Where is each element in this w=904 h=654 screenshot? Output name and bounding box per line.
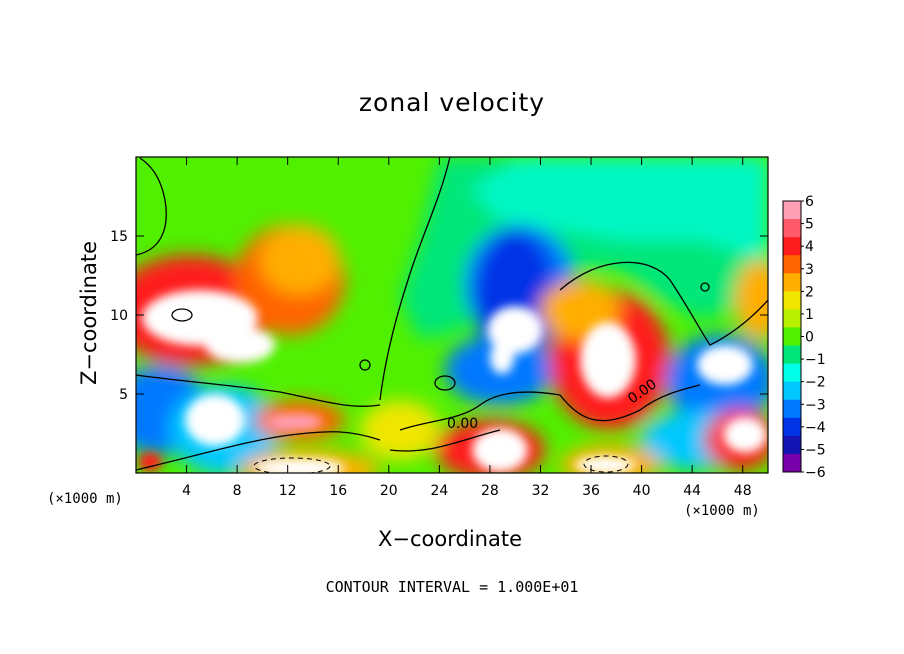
x-tick-group: 4 8 12 16 20 24 28 32 36 40 44 48 — [182, 157, 752, 499]
colorbar-swatch — [783, 255, 801, 274]
colorbar-label: 4 — [805, 239, 814, 255]
colorbar-label: 6 — [805, 194, 814, 210]
colorbar-label: −6 — [805, 465, 826, 481]
colorbar: 6 5 4 3 2 1 0 −1 −2 −3 −4 −5 −6 — [782, 194, 826, 481]
colorbar-label: 1 — [805, 307, 814, 323]
colorbar-swatch — [783, 219, 801, 238]
colorbar-swatch — [783, 309, 801, 328]
colorbar-label: −5 — [805, 442, 826, 458]
colorbar-swatch — [783, 273, 801, 292]
y-tick-label: 5 — [119, 387, 128, 403]
x-tick-label: 20 — [380, 483, 398, 499]
colorbar-swatch — [783, 201, 801, 220]
colorbar-label: 5 — [805, 217, 814, 233]
y-tick-group: 5 10 15 — [110, 229, 768, 403]
colorbar-label: 2 — [805, 284, 814, 300]
contour-label: 0.00 — [447, 416, 478, 432]
colorbar-swatch — [783, 237, 801, 256]
x-tick-label: 32 — [532, 483, 550, 499]
colorbar-swatch — [783, 417, 801, 437]
colorbar-label: 0 — [805, 330, 814, 346]
x-tick-label: 48 — [734, 483, 752, 499]
colorbar-swatch — [783, 345, 801, 365]
colorbar-label: −4 — [805, 420, 826, 436]
colorbar-swatch — [783, 363, 801, 383]
colorbar-swatch — [783, 381, 801, 401]
colorbar-label: −2 — [805, 375, 826, 391]
x-tick-label: 4 — [182, 483, 191, 499]
colorbar-swatch — [783, 291, 801, 310]
colorbar-swatch — [783, 399, 801, 419]
x-unit-label-right: (×1000 m) — [684, 503, 760, 519]
colorbar-label: 3 — [805, 262, 814, 278]
colorbar-label: −3 — [805, 397, 826, 413]
x-axis-label: X−coordinate — [378, 527, 522, 551]
x-tick-label: 8 — [233, 483, 242, 499]
x-tick-label: 40 — [633, 483, 651, 499]
x-tick-label: 16 — [329, 483, 347, 499]
x-tick-label: 12 — [279, 483, 297, 499]
y-tick-label: 15 — [110, 229, 128, 245]
colorbar-label: −1 — [805, 352, 826, 368]
x-tick-label: 36 — [582, 483, 600, 499]
chart-title: zonal velocity — [358, 88, 546, 117]
contour-interval-label: CONTOUR INTERVAL = 1.000E+01 — [325, 578, 579, 596]
x-tick-label: 24 — [430, 483, 448, 499]
colorbar-swatch — [783, 453, 801, 473]
x-unit-label-left: (×1000 m) — [47, 491, 123, 507]
x-tick-label: 28 — [481, 483, 499, 499]
colorbar-swatch — [783, 435, 801, 455]
heatmap-field: 0.00 0.00 — [136, 157, 768, 473]
colorbar-swatch — [783, 327, 801, 347]
y-tick-label: 10 — [110, 308, 128, 324]
x-tick-label: 44 — [683, 483, 701, 499]
